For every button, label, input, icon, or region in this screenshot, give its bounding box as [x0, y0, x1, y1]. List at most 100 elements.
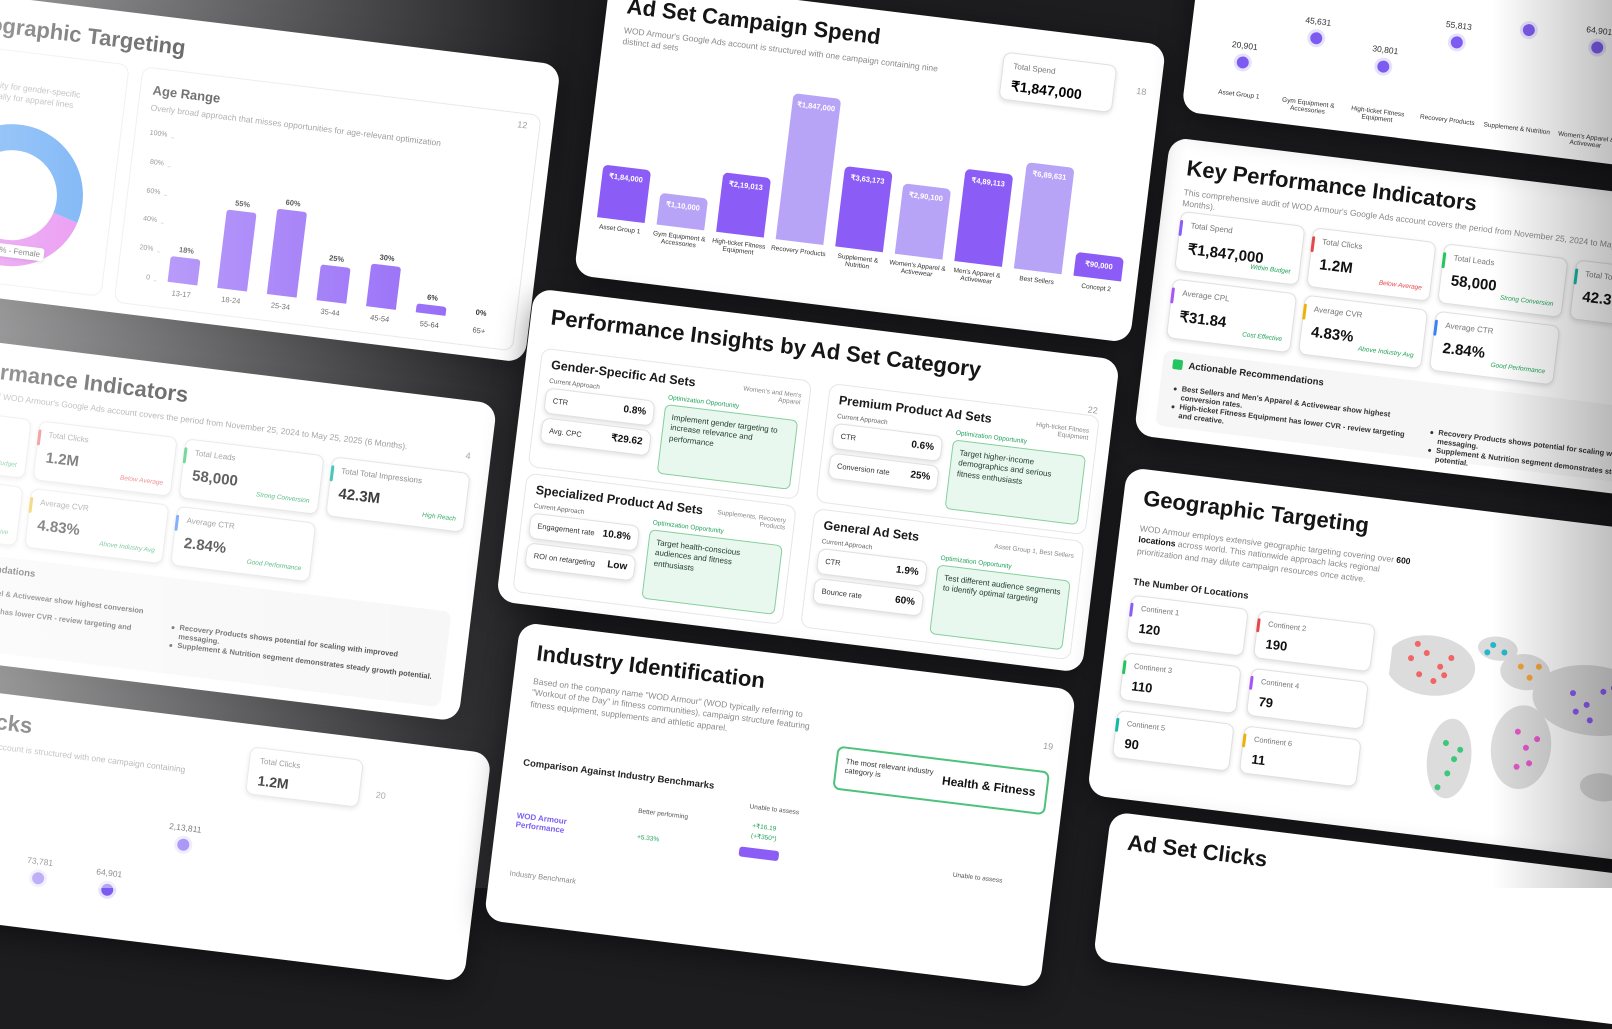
kpi-tile: Average CPL ₹31.84 Cost Effective — [1166, 278, 1297, 353]
y-tick-label: 60% — [134, 186, 161, 196]
bullet — [169, 644, 172, 647]
x-tick-label: Women's Apparel & Activewear — [886, 259, 947, 280]
metric-value: Low — [607, 559, 628, 572]
tile-value: 58,000 — [1450, 272, 1498, 294]
tile-status: High Reach — [422, 512, 457, 523]
x-tick-label: 45-54 — [359, 312, 400, 326]
bullet — [1174, 387, 1177, 390]
bar-value-label: 25% — [316, 252, 357, 266]
tile-value: ₹31.84 — [1178, 308, 1227, 332]
tile-status: Within Budget — [0, 457, 17, 469]
dot-label: 2,13,811 — [155, 819, 216, 836]
panel-subtitle: Overly broad approach that misses opport… — [150, 102, 519, 158]
metric-value: 0.8% — [623, 404, 647, 418]
tick-mark — [171, 137, 174, 138]
x-tick-label: Best Sellers — [1006, 274, 1066, 288]
opportunity-text: Target higher-income demographics and se… — [956, 448, 1077, 493]
bar — [168, 256, 201, 285]
opportunity-box: Implement gender targeting to increase r… — [657, 404, 799, 490]
bar-value-label: 0% — [461, 306, 502, 320]
tile-accent — [1302, 303, 1307, 319]
tile-accent — [36, 429, 41, 445]
tick-mark — [157, 251, 160, 252]
column-label: Unable to assess — [749, 803, 799, 816]
tick-mark — [154, 280, 157, 281]
tile-label: Total Spend — [1190, 221, 1233, 235]
bullet — [171, 626, 174, 629]
benchmark-marker — [738, 846, 779, 861]
clicks-slide: Ad Set ClicksWOD Armour's Google Ads acc… — [0, 678, 492, 982]
tile-value: 42.3M — [1581, 288, 1612, 310]
tile-value: 42.3M — [338, 485, 381, 507]
x-tick-label: Women's Apparel & Activewear — [1550, 130, 1612, 152]
x-tick-label: Gym Equipment & Accessories — [1272, 96, 1343, 118]
x-tick-label: Supplement & Nutrition — [1482, 121, 1552, 136]
dot-label: 73,781 — [10, 853, 71, 870]
bar: ₹90,000 — [1073, 252, 1124, 282]
tile-status: Below Average — [1378, 280, 1422, 292]
tile-value: 2.84% — [183, 535, 227, 557]
continent — [1382, 630, 1479, 701]
bar-value-label: ₹1,10,000 — [659, 199, 708, 214]
bar: ₹1,10,000 — [657, 193, 709, 231]
tile-label: Continent 1 — [1141, 604, 1180, 618]
bar-value-label: ₹2,90,100 — [902, 189, 951, 204]
tile-value: 120 — [1138, 621, 1161, 639]
tile-label: Continent 4 — [1261, 677, 1300, 691]
tile-accent — [1170, 287, 1175, 303]
total-tile: Total Spend₹1,847,000 — [998, 52, 1117, 114]
x-tick-label: Supplement & Nutrition — [827, 252, 888, 273]
dot-label: 20,901 — [1215, 37, 1276, 54]
tile-accent — [1433, 320, 1438, 336]
dot-label: 45,631 — [1288, 13, 1349, 30]
tile-accent — [1310, 236, 1315, 252]
world-map — [1372, 621, 1612, 841]
opportunity-box: Test different audience segments to iden… — [929, 564, 1071, 650]
x-tick-label: Gym Equipment & Accessories — [648, 230, 709, 251]
bullet — [1428, 449, 1431, 452]
tile-label: Average CPL — [1182, 289, 1230, 304]
page-number: 22 — [1087, 404, 1098, 415]
metric-label: Engagement rate — [537, 521, 595, 537]
bar — [267, 208, 307, 297]
y-tick-label: 40% — [131, 214, 158, 224]
bar: ₹3,63,173 — [835, 166, 892, 252]
tile-value: 11 — [1251, 751, 1266, 768]
row-label: WOD Armour Performance — [515, 811, 577, 836]
page-number: 19 — [1043, 741, 1054, 752]
location-tile: Continent 1 120 — [1126, 595, 1249, 657]
tile-label: Total Leads — [1453, 253, 1495, 267]
tile-accent — [1256, 618, 1261, 632]
metric-label: ROI on retargeting — [533, 551, 595, 567]
page-number: 12 — [517, 119, 528, 130]
tile-accent — [1249, 676, 1254, 690]
tile-value: 1.2M — [257, 772, 290, 792]
tile-status: Cost Effective — [1242, 331, 1283, 343]
x-tick-label: High-ticket Fitness Equipment — [708, 237, 769, 258]
tile-value: 1.2M — [1318, 256, 1353, 277]
tile-status: Above Industry Avg — [99, 541, 155, 555]
x-tick-label: Men's Apparel & Activewear — [946, 266, 1007, 287]
bar: ₹6,89,631 — [1014, 162, 1075, 274]
bar-value-label: ₹4,89,113 — [964, 175, 1013, 190]
opportunity-text: Test different audience segments to iden… — [942, 573, 1062, 608]
tile-value: ₹1,847,000 — [1010, 78, 1083, 104]
tick-mark — [168, 166, 171, 167]
tile-label: Continent 2 — [1268, 619, 1307, 633]
tile-label: Continent 6 — [1253, 735, 1292, 749]
metric-value: 10.8% — [602, 528, 631, 542]
